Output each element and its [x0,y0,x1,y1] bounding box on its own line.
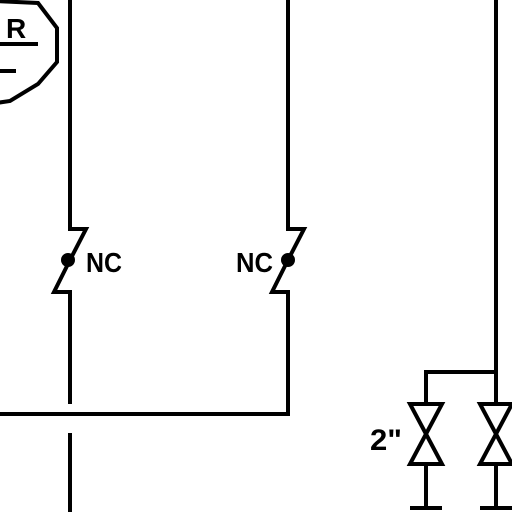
solenoid-valve-left[interactable]: NC [50,227,122,294]
instrument-hexagon[interactable]: R [0,0,59,105]
solenoid-valve-right[interactable]: NC [236,227,308,294]
valve-right-dot [281,253,295,267]
valve-left-dot [61,253,75,267]
manual-gate-valve-a[interactable] [406,402,446,466]
valve-right-state-label: NC [236,247,273,278]
valve-size-label: 2" [370,424,402,457]
valve-left-state-label: NC [86,247,122,278]
valve-a-body [406,402,446,466]
valve-b-body [476,402,512,466]
instrument-label: R [6,13,26,44]
instrument-hexagon-outline [0,0,59,105]
manual-gate-valve-b[interactable] [476,402,512,466]
